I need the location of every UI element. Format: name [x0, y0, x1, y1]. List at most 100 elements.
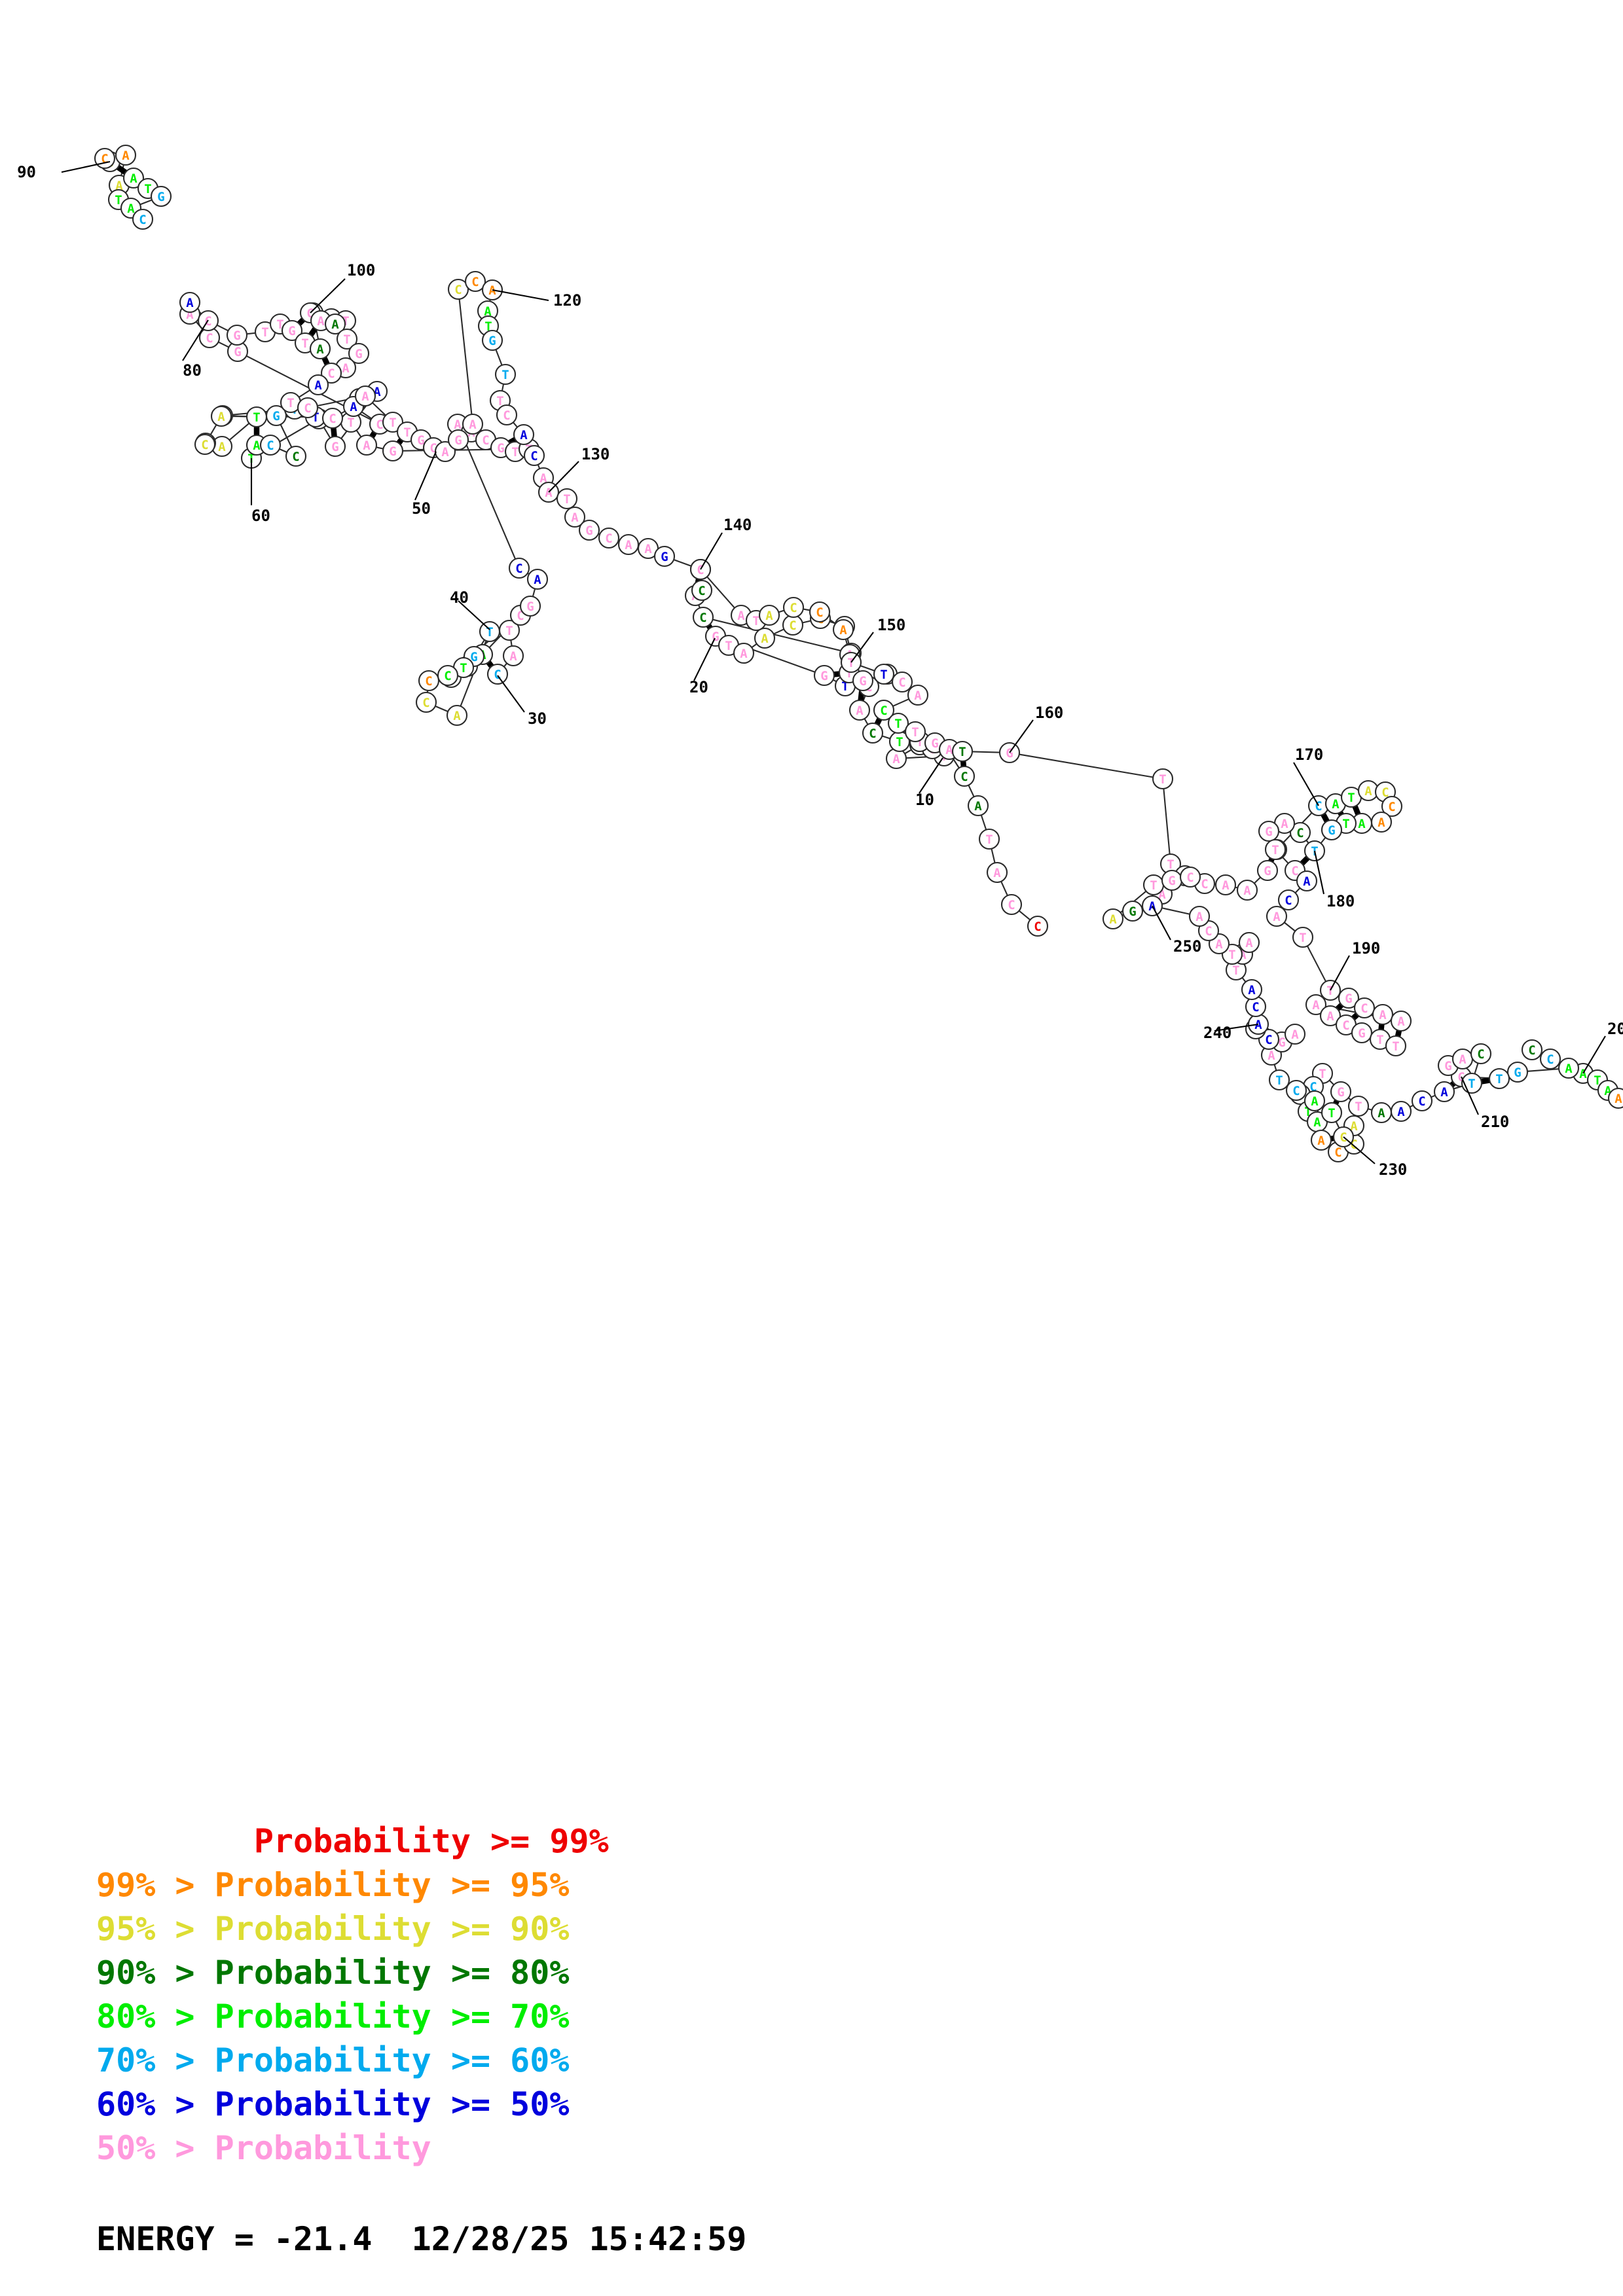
nucleotide[interactable]: T: [1347, 1095, 1370, 1117]
nucleotide[interactable]: A: [1266, 905, 1288, 927]
nucleotide[interactable]: A: [446, 704, 468, 726]
nucleotide[interactable]: A: [907, 684, 929, 706]
nucleotide[interactable]: T: [978, 828, 1000, 850]
nucleotide[interactable]: T: [887, 712, 909, 734]
nucleotide[interactable]: C: [320, 362, 342, 384]
nucleotide[interactable]: T: [246, 406, 268, 428]
nucleotide[interactable]: C: [496, 404, 518, 426]
nucleotide[interactable]: A: [986, 861, 1008, 884]
nucleotide[interactable]: A: [210, 405, 232, 427]
nucleotide[interactable]: C: [486, 663, 509, 685]
nucleotide[interactable]: A: [481, 279, 503, 301]
nucleotide[interactable]: C: [447, 278, 469, 300]
nucleotide[interactable]: T: [1385, 1035, 1407, 1057]
nucleotide[interactable]: A: [733, 642, 755, 664]
nucleotide[interactable]: C: [1470, 1043, 1492, 1065]
nucleotide[interactable]: C: [523, 444, 545, 467]
nucleotide[interactable]: C: [321, 407, 344, 429]
nucleotide[interactable]: G: [281, 319, 303, 342]
nucleotide[interactable]: G: [324, 435, 346, 457]
nucleotide[interactable]: A: [179, 291, 201, 314]
nucleotide[interactable]: C: [437, 664, 459, 687]
nucleotide[interactable]: A: [354, 385, 376, 407]
nucleotide[interactable]: T: [1321, 1102, 1343, 1124]
nucleotide[interactable]: A: [1236, 879, 1258, 901]
nucleotide[interactable]: C: [862, 722, 884, 744]
nucleotide[interactable]: A: [513, 423, 535, 446]
nucleotide[interactable]: C: [415, 691, 437, 713]
nucleotide[interactable]: A: [211, 435, 233, 457]
nucleotide[interactable]: C: [464, 270, 486, 293]
nucleotide[interactable]: C: [297, 397, 319, 419]
nucleotide[interactable]: A: [526, 568, 549, 590]
nucleotide[interactable]: A: [1241, 978, 1263, 1001]
nucleotide[interactable]: G: [1258, 820, 1280, 842]
nucleotide[interactable]: G: [519, 595, 541, 617]
nucleotide[interactable]: C: [1000, 893, 1023, 916]
nucleotide[interactable]: A: [1607, 1087, 1623, 1109]
nucleotide[interactable]: A: [307, 374, 329, 396]
nucleotide[interactable]: A: [1451, 1048, 1474, 1070]
nucleotide[interactable]: G: [1338, 987, 1360, 1009]
nucleotide[interactable]: A: [1390, 1010, 1412, 1032]
nucleotide[interactable]: C: [1277, 889, 1300, 911]
nucleotide[interactable]: T: [1292, 926, 1314, 948]
nucleotide[interactable]: A: [356, 434, 378, 456]
nucleotide[interactable]: T: [1268, 1069, 1290, 1091]
nucleotide[interactable]: C: [782, 596, 805, 619]
nucleotide[interactable]: G: [382, 440, 404, 462]
nucleotide[interactable]: A: [1238, 931, 1260, 954]
nucleotide[interactable]: C: [132, 208, 154, 230]
nucleotide[interactable]: A: [1296, 870, 1318, 892]
nucleotide[interactable]: T: [873, 663, 895, 685]
nucleotide[interactable]: C: [953, 765, 976, 787]
nucleotide[interactable]: G: [1330, 1081, 1352, 1103]
nucleotide[interactable]: G: [1506, 1061, 1529, 1083]
nucleotide[interactable]: C: [598, 527, 620, 549]
nucleotide[interactable]: G: [150, 185, 172, 207]
nucleotide[interactable]: A: [1343, 1115, 1365, 1137]
nucleotide[interactable]: A: [1188, 905, 1211, 927]
nucleotide[interactable]: T: [280, 391, 302, 414]
nucleotide[interactable]: A: [434, 440, 456, 463]
nucleotide[interactable]: A: [122, 167, 145, 189]
nucleotide[interactable]: C: [418, 670, 440, 692]
nucleotide[interactable]: A: [1304, 1090, 1326, 1112]
nucleotide[interactable]: G: [447, 429, 469, 451]
nucleotide[interactable]: C: [692, 606, 714, 628]
nucleotide[interactable]: A: [115, 144, 137, 166]
nucleotide[interactable]: T: [904, 721, 926, 743]
nucleotide[interactable]: A: [1370, 1102, 1393, 1124]
nucleotide[interactable]: A: [832, 619, 854, 641]
nucleotide[interactable]: T: [494, 363, 517, 386]
nucleotide[interactable]: A: [309, 338, 331, 360]
nucleotide[interactable]: T: [951, 740, 974, 762]
nucleotide[interactable]: C: [691, 579, 713, 601]
nucleotide[interactable]: C: [1179, 866, 1201, 888]
nucleotide[interactable]: A: [754, 627, 776, 649]
nucleotide[interactable]: T: [1152, 768, 1174, 790]
nucleotide[interactable]: G: [226, 324, 248, 346]
nucleotide[interactable]: T: [1159, 853, 1182, 875]
nucleotide[interactable]: T: [382, 411, 404, 433]
nucleotide[interactable]: A: [885, 747, 907, 770]
nucleotide[interactable]: C: [809, 601, 831, 623]
nucleotide[interactable]: G: [227, 340, 249, 363]
nucleotide[interactable]: A: [1370, 811, 1393, 833]
nucleotide[interactable]: A: [617, 533, 640, 556]
nucleotide[interactable]: A: [1284, 1023, 1306, 1045]
nucleotide[interactable]: C: [782, 614, 804, 636]
nucleotide[interactable]: G: [348, 342, 370, 365]
nucleotide[interactable]: T: [888, 730, 911, 753]
nucleotide[interactable]: C: [1353, 997, 1376, 1019]
nucleotide[interactable]: A: [1319, 1005, 1341, 1027]
nucleotide[interactable]: G: [265, 404, 287, 427]
nucleotide[interactable]: A: [564, 506, 586, 528]
nucleotide[interactable]: C: [508, 557, 530, 579]
nucleotide[interactable]: A: [1305, 994, 1327, 1016]
nucleotide[interactable]: C: [1521, 1039, 1543, 1061]
nucleotide[interactable]: C: [285, 445, 307, 467]
nucleotide[interactable]: C: [1027, 915, 1049, 937]
nucleotide[interactable]: G: [578, 519, 600, 541]
nucleotide[interactable]: G: [813, 664, 835, 687]
